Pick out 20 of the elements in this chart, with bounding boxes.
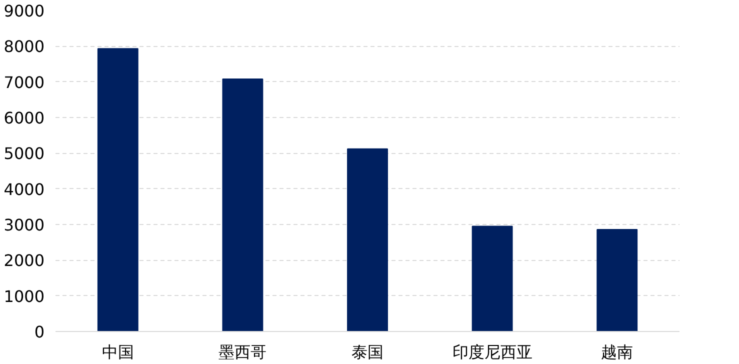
y-tick-label: 3000 <box>4 216 44 234</box>
x-tick-label: 中国 <box>102 342 134 362</box>
y-tick-label: 5000 <box>4 144 44 164</box>
y-tick-label: 1000 <box>4 286 44 306</box>
bar <box>97 48 138 332</box>
y-tick-label: 0 <box>34 322 45 342</box>
y-tick-label: 9000 <box>4 2 44 20</box>
x-tick-label: 越南 <box>601 342 634 362</box>
x-tick-label: 印度尼西亚 <box>452 342 532 362</box>
bar <box>347 148 388 332</box>
bar <box>596 228 638 332</box>
y-tick-label: 4000 <box>4 180 44 199</box>
y-tick-label: 2000 <box>4 251 44 270</box>
y-tick-label: 8000 <box>4 37 44 56</box>
y-tick-label: 6000 <box>4 108 44 128</box>
bar <box>472 226 513 332</box>
y-tick-label: 7000 <box>4 72 44 92</box>
x-tick-label: 泰国 <box>352 342 384 362</box>
bar <box>222 78 264 332</box>
x-tick-label: 墨西哥 <box>218 342 267 362</box>
